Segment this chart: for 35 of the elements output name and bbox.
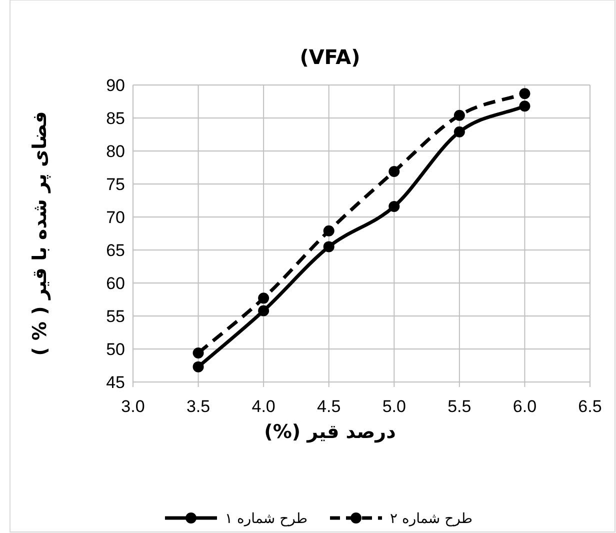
x-tick-label: 3.5: [186, 397, 210, 416]
point: [388, 166, 400, 177]
x-tick-label: 6.0: [512, 397, 537, 416]
x-tick-label: 5.0: [382, 397, 406, 416]
chart-title: (VFA): [300, 45, 360, 69]
point: [454, 126, 465, 138]
point: [323, 225, 334, 236]
y-tick-label: 65: [106, 241, 125, 260]
x-tick-label: 4.0: [252, 397, 276, 416]
point: [323, 241, 334, 252]
y-tick-label: 85: [106, 109, 125, 128]
point: [519, 100, 530, 112]
legend-label: طرح شماره ۱: [225, 511, 308, 527]
y-tick-label: 55: [106, 307, 125, 326]
y-tick-label: 60: [106, 274, 125, 293]
y-tick-label: 45: [106, 373, 125, 392]
point: [258, 292, 270, 304]
point: [192, 361, 204, 372]
y-tick-label: 75: [106, 175, 125, 194]
point: [388, 200, 400, 212]
x-axis-title: درصد قیر (%): [264, 421, 396, 443]
x-tick-label: 3.0: [121, 397, 145, 416]
y-tick-label: 70: [106, 208, 125, 227]
point: [258, 305, 270, 316]
x-tick-label: 5.5: [448, 397, 472, 416]
y-axis-title: فضای پر شده با قیر ( % ): [29, 111, 51, 356]
point: [192, 347, 204, 358]
x-tick-label: 6.5: [578, 397, 602, 416]
x-tick-label: 4.5: [317, 397, 341, 416]
y-tick-label: 50: [106, 340, 125, 359]
legend-label: طرح شماره ۲: [390, 511, 473, 527]
y-tick-label: 80: [106, 142, 125, 161]
y-tick-label: 90: [106, 76, 125, 95]
point: [519, 88, 530, 100]
point: [454, 110, 465, 121]
